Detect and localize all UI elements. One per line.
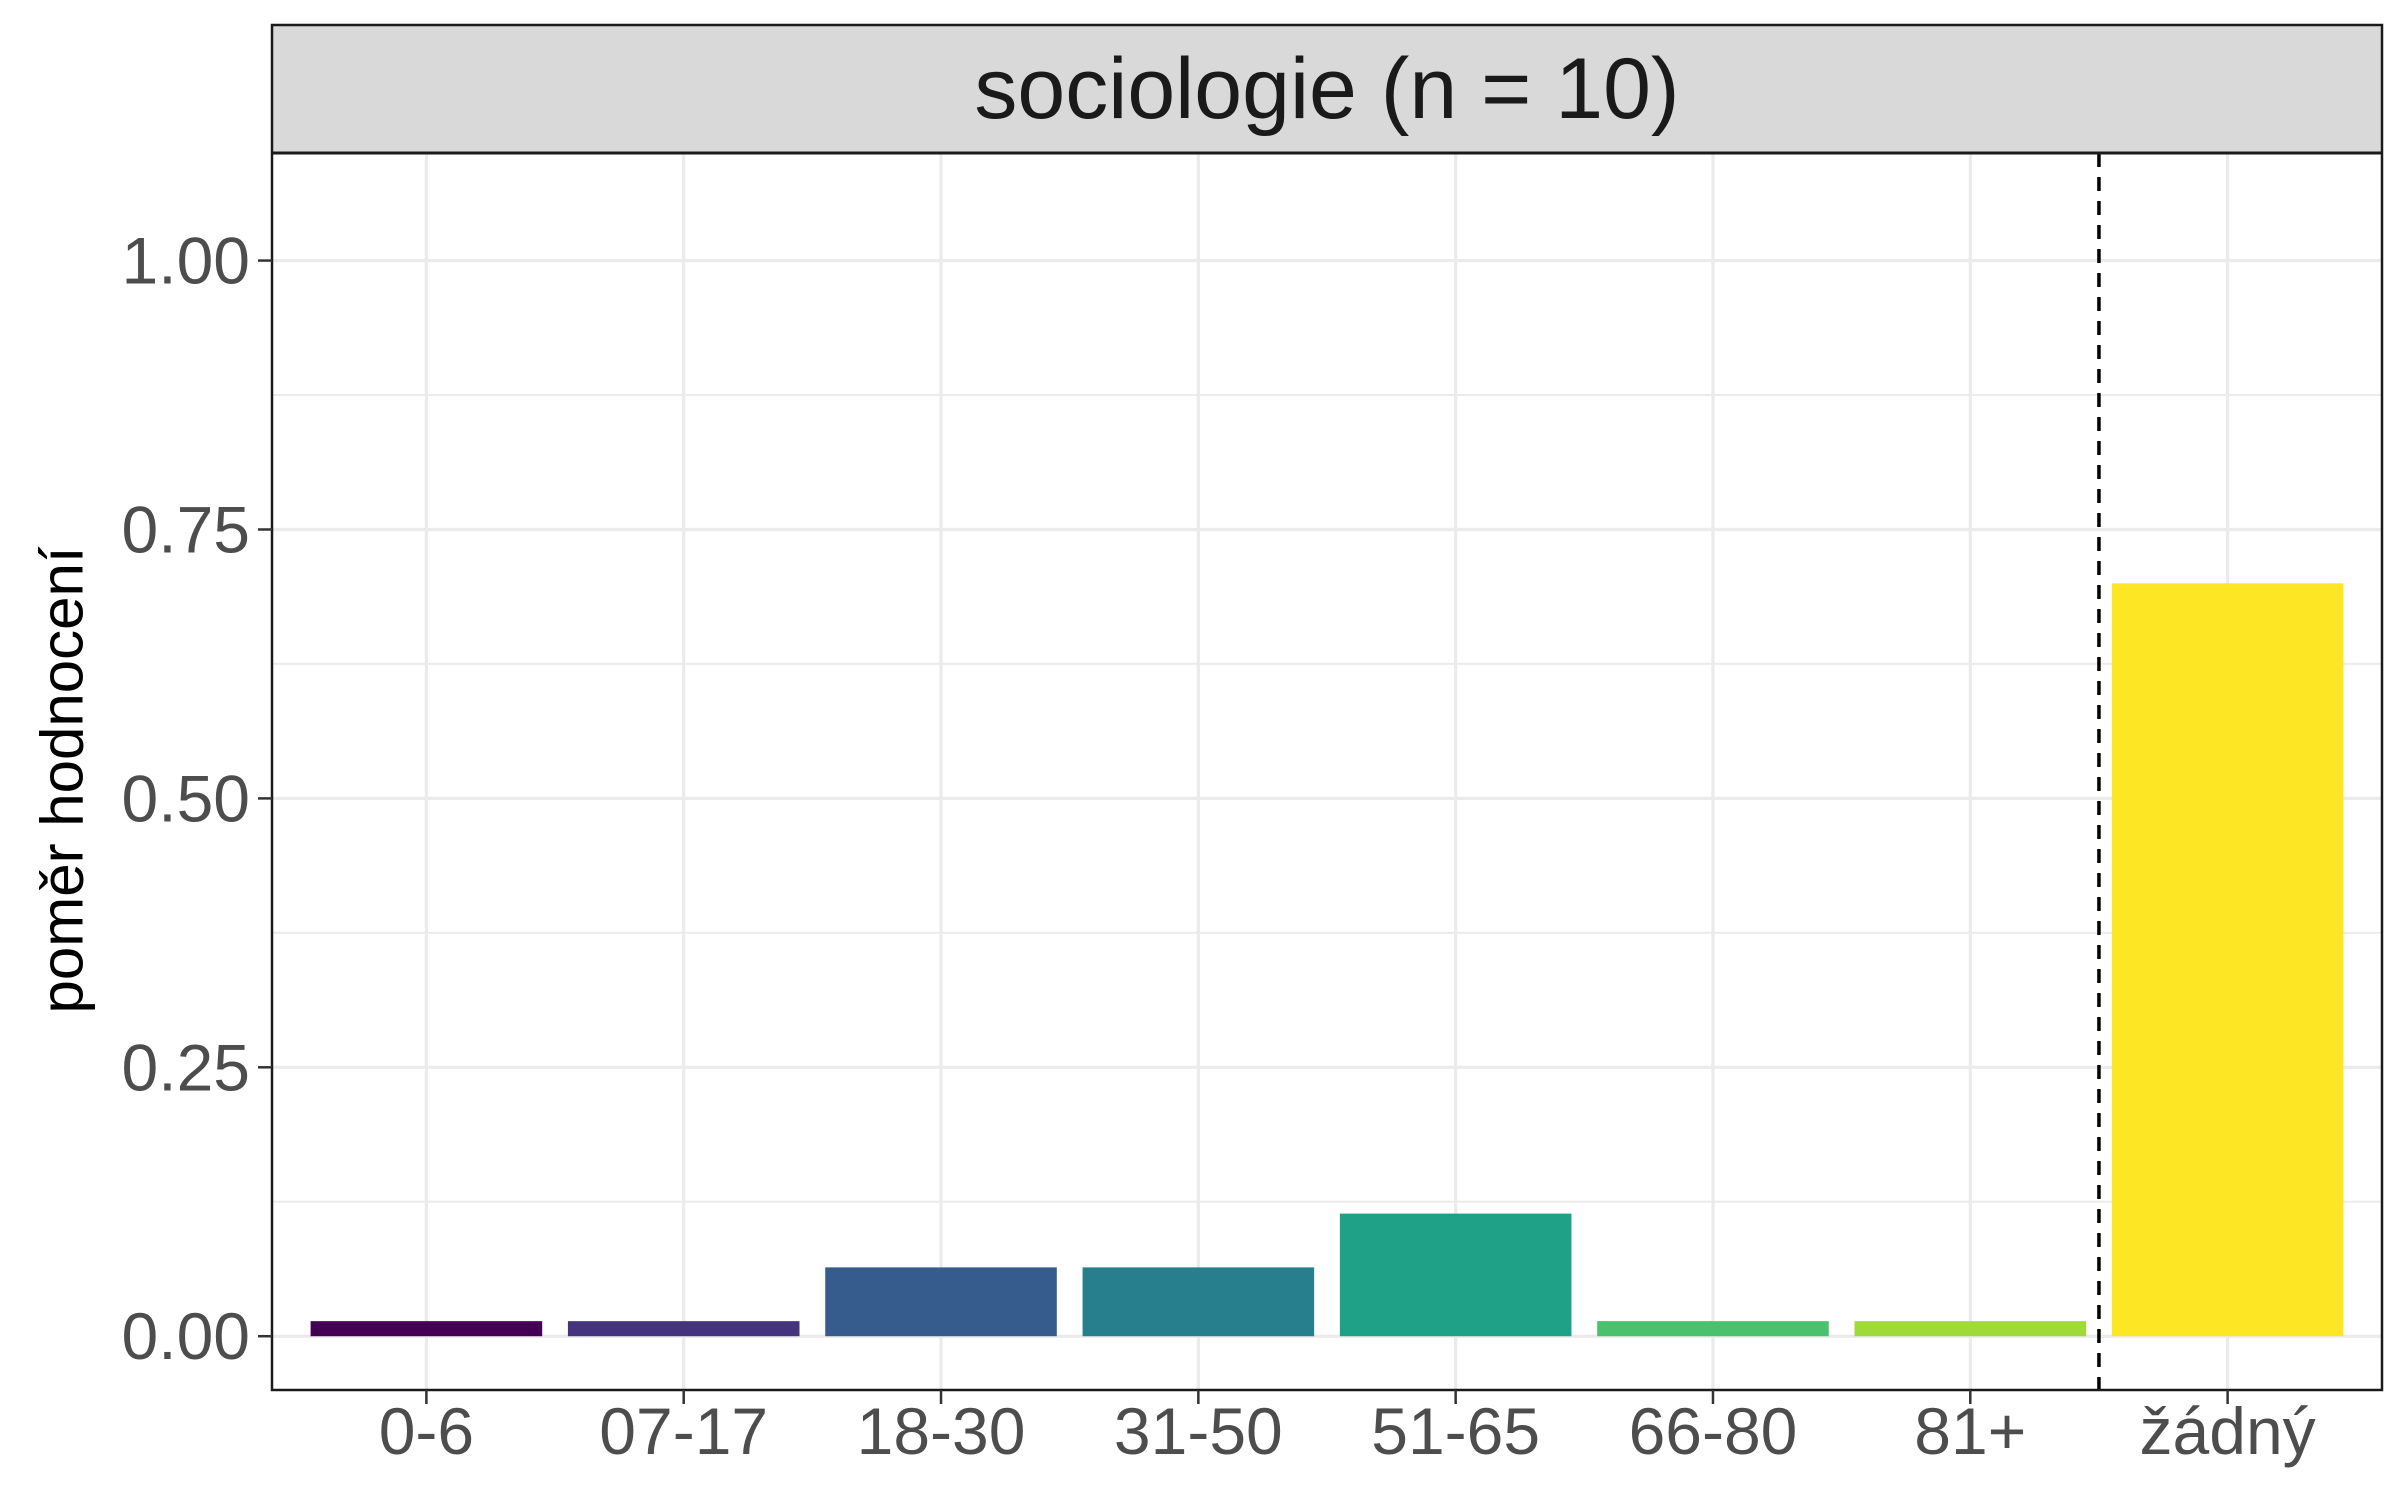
x-tick-label: 81+ — [1914, 1394, 2026, 1468]
axis-layer: 0.00 0.25 0.50 0.75 1.00 0-6 07-17 18-30 31-50 51… — [122, 224, 2316, 1468]
bar-7 — [1854, 1321, 2087, 1337]
panel-border — [270, 23, 2384, 1392]
x-tick-label: 66-80 — [1629, 1394, 1798, 1468]
x-tick-label: 07-17 — [599, 1394, 768, 1468]
y-tick-label: 1.00 — [122, 224, 250, 298]
bar-6 — [1597, 1321, 1829, 1337]
bar-1 — [310, 1321, 543, 1337]
bar-2 — [567, 1321, 800, 1337]
x-tick-label: 31-50 — [1114, 1394, 1283, 1468]
y-tick-label: 0.25 — [122, 1030, 250, 1104]
x-tick-label: 51-65 — [1371, 1394, 1540, 1468]
bar-8 — [2111, 583, 2344, 1337]
bar-layer — [310, 583, 2344, 1337]
strip-background — [272, 25, 2382, 153]
chart-title: sociologie (n = 10) — [974, 41, 1679, 137]
y-tick-label: 0.50 — [122, 761, 250, 835]
y-tick-label: 0.75 — [122, 492, 250, 566]
bar-5 — [1339, 1213, 1572, 1337]
bar-4 — [1082, 1267, 1315, 1337]
x-tick-label: 0-6 — [379, 1394, 474, 1468]
bar-3 — [825, 1267, 1057, 1337]
y-axis-title: poměr hodnocení — [29, 546, 96, 1013]
y-tick-label: 0.00 — [122, 1299, 250, 1373]
plot-panel — [272, 153, 2382, 1390]
x-tick-label: žádný — [2140, 1394, 2316, 1468]
grid-layer — [272, 153, 2382, 1390]
x-tick-label: 18-30 — [857, 1394, 1026, 1468]
